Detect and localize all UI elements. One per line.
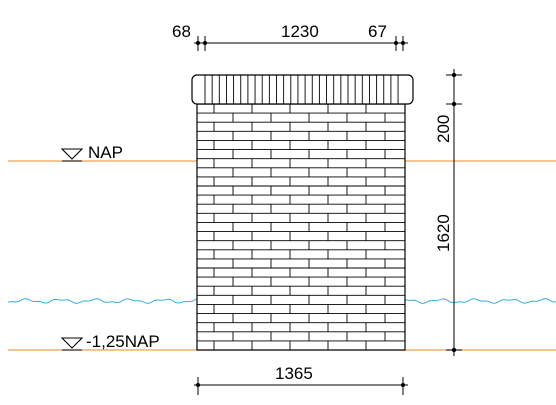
bottom-dim-dot-left <box>196 383 200 387</box>
brick-courses <box>197 104 405 350</box>
top-width-label: 1230 <box>281 22 319 41</box>
top-dim-dot-2 <box>203 41 207 45</box>
top-dim-dot-3 <box>394 41 398 45</box>
bottom-dimension: 1365 <box>194 364 408 395</box>
top-dim-dot-4 <box>401 41 405 45</box>
cap-header-bricks <box>204 75 399 104</box>
right-dim-dot-mid <box>451 101 457 107</box>
wall-outline <box>196 103 406 351</box>
wall-height-label: 1620 <box>434 214 453 252</box>
right-dim-dot-top <box>451 72 457 78</box>
level-triangle-icon <box>60 337 84 349</box>
lower-level-marker: -1,25NAP <box>60 332 160 351</box>
top-right-offset-label: 67 <box>368 22 387 41</box>
top-dim-dot-1 <box>196 41 200 45</box>
top-left-offset-label: 68 <box>172 22 191 41</box>
bottom-width-label: 1365 <box>275 364 313 383</box>
right-dimension: 200 1620 <box>434 69 462 356</box>
lower-level-label: -1,25NAP <box>86 332 160 351</box>
cap-outline <box>191 74 414 105</box>
coping-cap <box>191 74 414 105</box>
right-dim-dot-bottom <box>451 347 457 353</box>
nap-level-label: NAP <box>88 143 123 162</box>
bottom-dim-dot-right <box>401 383 405 387</box>
cap-height-label: 200 <box>434 115 453 143</box>
nap-level-marker: NAP <box>60 143 123 162</box>
brick-wall <box>196 103 406 351</box>
top-dimension: 68 1230 67 <box>172 22 408 51</box>
level-triangle-icon <box>60 148 84 160</box>
